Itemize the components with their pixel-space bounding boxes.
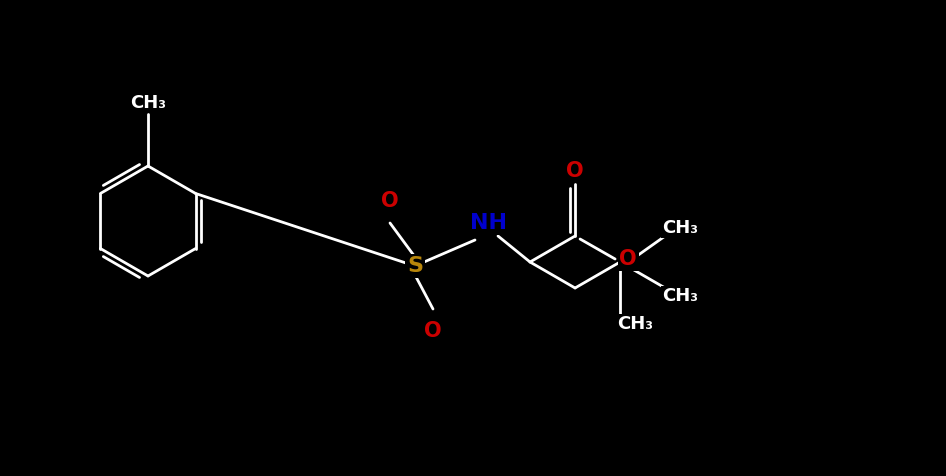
Text: CH₃: CH₃ [130,94,166,112]
Text: O: O [381,191,399,211]
Text: S: S [407,256,423,276]
Text: CH₃: CH₃ [617,315,653,333]
Text: NH: NH [469,213,506,233]
Text: O: O [424,321,442,341]
Text: O: O [620,249,637,269]
Text: O: O [567,161,584,181]
Text: CH₃: CH₃ [662,287,698,305]
Text: CH₃: CH₃ [662,219,698,237]
